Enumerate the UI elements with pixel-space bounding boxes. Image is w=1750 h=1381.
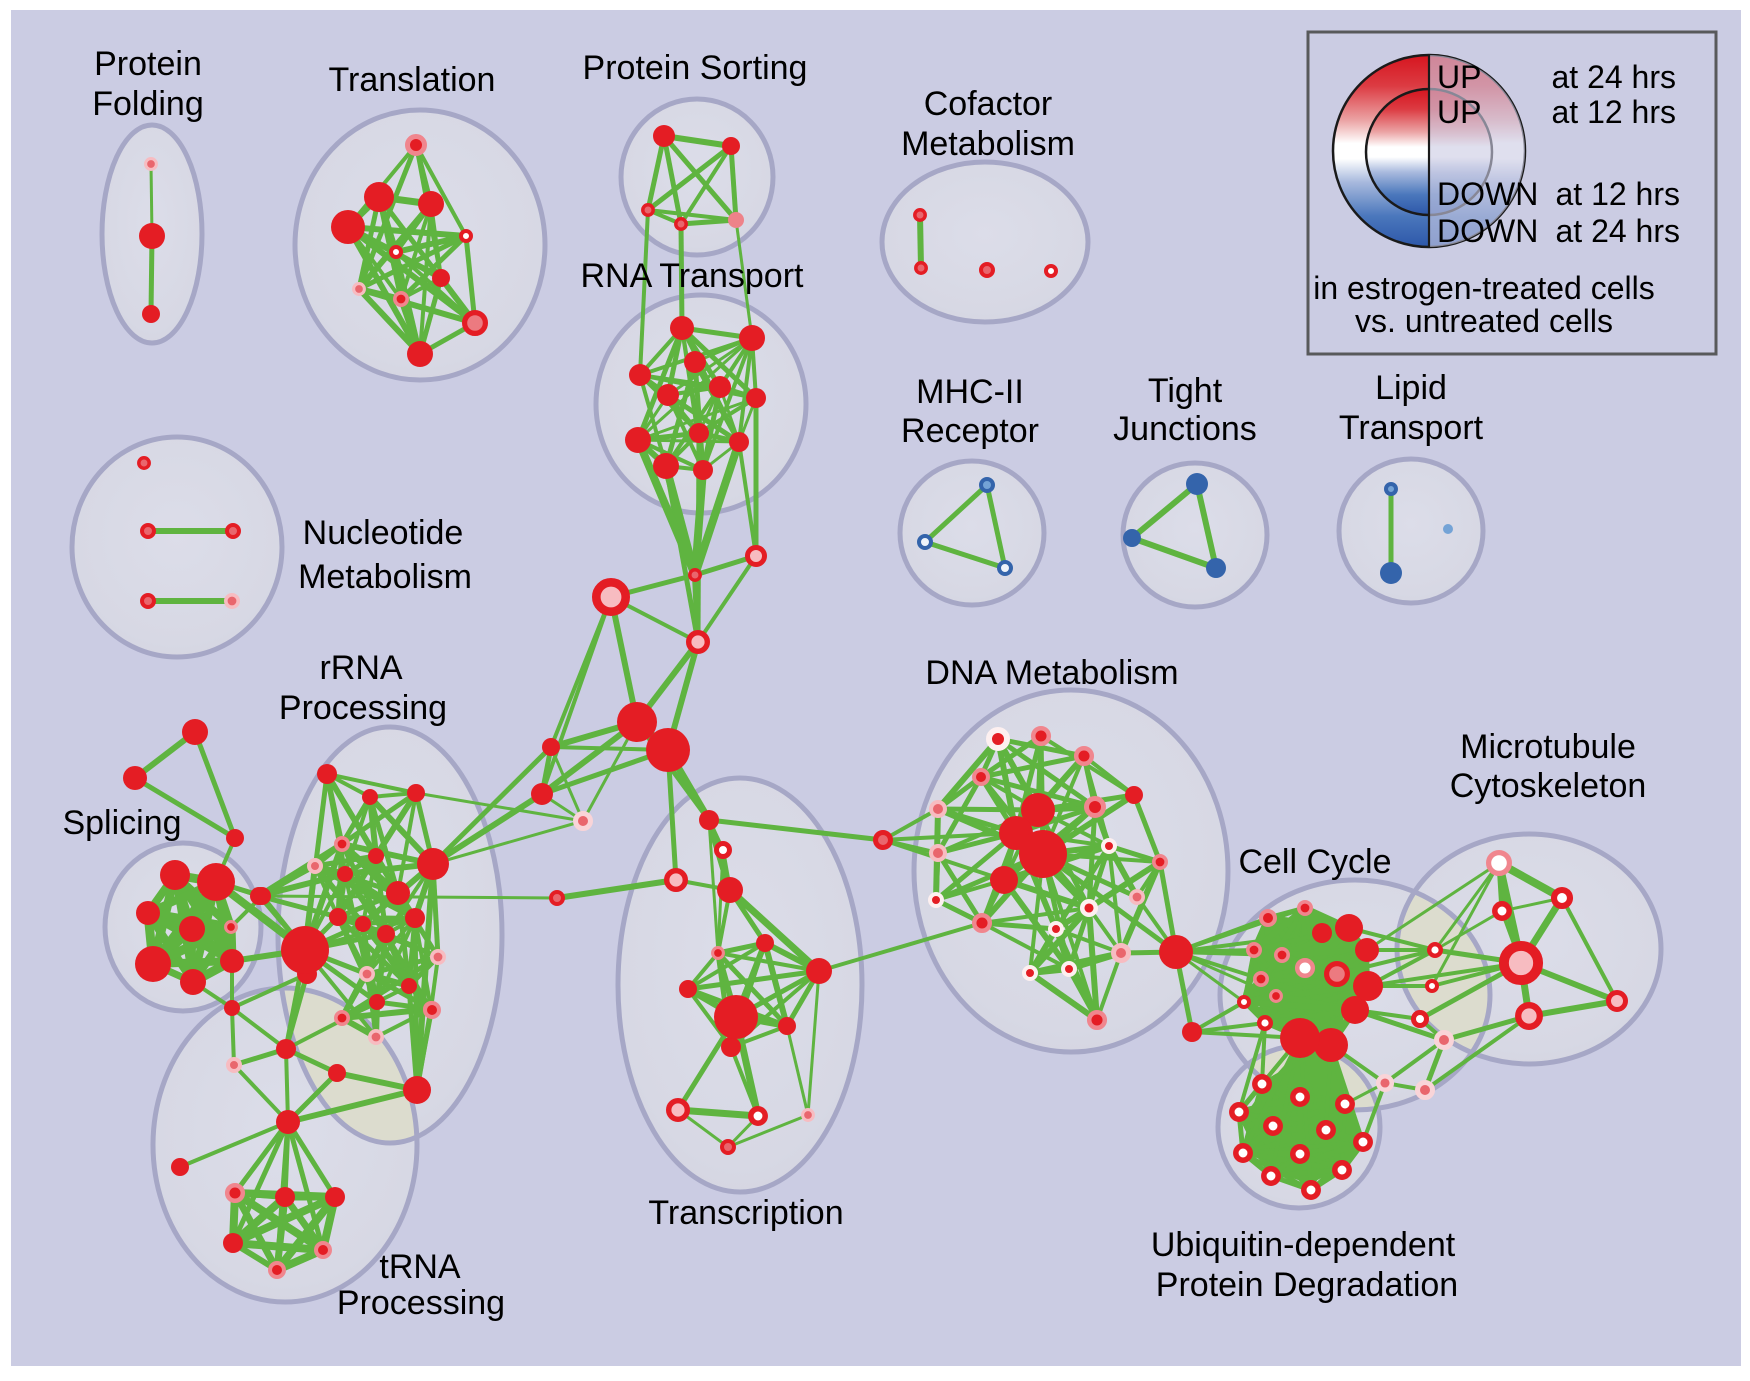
svg-text:Protein Degradation: Protein Degradation	[1156, 1266, 1458, 1304]
svg-text:Junctions: Junctions	[1113, 410, 1257, 448]
svg-text:RNA Transport: RNA Transport	[581, 257, 805, 295]
svg-text:Cell Cycle: Cell Cycle	[1238, 843, 1391, 881]
svg-text:Metabolism: Metabolism	[901, 125, 1075, 163]
svg-text:Metabolism: Metabolism	[298, 558, 472, 596]
svg-text:Ubiquitin-dependent: Ubiquitin-dependent	[1151, 1226, 1456, 1264]
svg-text:Transcription: Transcription	[648, 1194, 843, 1232]
svg-text:Lipid: Lipid	[1375, 369, 1447, 407]
svg-text:Processing: Processing	[337, 1284, 505, 1322]
svg-text:Nucleotide: Nucleotide	[303, 514, 464, 552]
svg-text:MHC-II: MHC-II	[916, 373, 1024, 411]
svg-text:at 12 hrs: at 12 hrs	[1551, 94, 1676, 130]
svg-text:at 24 hrs: at 24 hrs	[1551, 59, 1676, 95]
svg-text:DOWN: DOWN	[1437, 213, 1538, 249]
svg-text:rRNA: rRNA	[319, 649, 402, 687]
svg-text:at 12 hrs: at 12 hrs	[1555, 176, 1680, 212]
svg-text:Protein: Protein	[94, 45, 202, 83]
svg-text:Tight: Tight	[1148, 372, 1223, 410]
svg-text:in estrogen-treated cells: in estrogen-treated cells	[1313, 270, 1655, 306]
svg-text:Cytoskeleton: Cytoskeleton	[1450, 767, 1647, 805]
svg-text:vs. untreated cells: vs. untreated cells	[1355, 303, 1613, 339]
svg-text:Protein Sorting: Protein Sorting	[583, 49, 808, 87]
svg-text:Transport: Transport	[1339, 409, 1484, 447]
svg-text:Splicing: Splicing	[62, 804, 181, 842]
svg-text:tRNA: tRNA	[379, 1248, 461, 1286]
svg-text:Microtubule: Microtubule	[1460, 728, 1636, 766]
svg-text:Processing: Processing	[279, 689, 447, 727]
svg-text:DOWN: DOWN	[1437, 176, 1538, 212]
svg-text:Receptor: Receptor	[901, 412, 1039, 450]
svg-text:Translation: Translation	[329, 61, 496, 99]
svg-text:Cofactor: Cofactor	[924, 85, 1053, 123]
svg-text:DNA Metabolism: DNA Metabolism	[925, 654, 1178, 692]
svg-text:UP: UP	[1437, 59, 1481, 95]
svg-text:Folding: Folding	[92, 85, 204, 123]
svg-text:UP: UP	[1437, 94, 1481, 130]
svg-text:at 24 hrs: at 24 hrs	[1555, 213, 1680, 249]
